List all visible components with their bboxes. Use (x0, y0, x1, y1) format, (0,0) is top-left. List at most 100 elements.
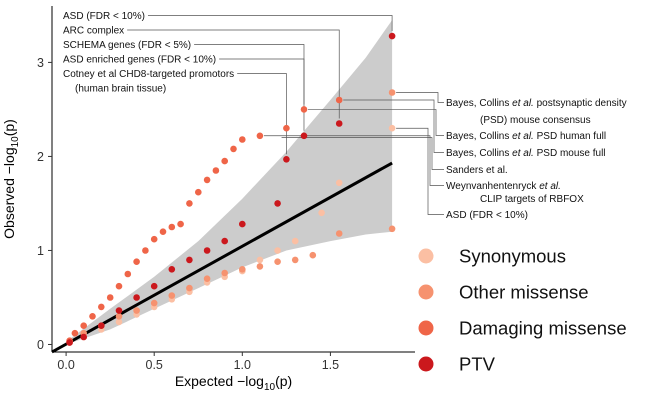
data-point (159, 228, 167, 235)
annotation-leader (307, 109, 444, 136)
data-point (291, 256, 299, 264)
data-point (195, 188, 202, 196)
data-point (106, 294, 114, 301)
data-point (212, 167, 220, 174)
annotation-label-left: ASD enriched genes (FDR < 10%) (63, 55, 216, 66)
data-point (256, 263, 264, 270)
data-point (291, 237, 299, 245)
x-tick-label: 0.0 (57, 358, 74, 372)
data-point (115, 318, 123, 326)
data-points (66, 32, 396, 346)
expected-reference-line (51, 161, 393, 354)
data-point (150, 235, 158, 243)
data-point (239, 136, 246, 143)
data-point (221, 269, 228, 277)
legend-label: PTV (459, 354, 496, 375)
data-point (177, 220, 184, 228)
data-point (203, 176, 211, 184)
x-tick-label: 1.5 (322, 358, 339, 372)
legend-marker (418, 320, 434, 336)
data-point (274, 200, 281, 207)
annotation-label-left: SCHEMA genes (FDR < 5%) (63, 40, 191, 51)
data-point (186, 200, 193, 207)
legend-marker (418, 356, 434, 372)
annotation-label-right: Weynvanhentenryck et al. (446, 181, 561, 192)
data-point (239, 266, 246, 273)
data-point (168, 292, 176, 299)
data-point (98, 322, 105, 330)
data-point (256, 132, 264, 140)
x-axis-title: Expected −log10(p) (175, 373, 292, 393)
data-point (221, 157, 228, 165)
annotation-label-right: Bayes, Collins et al. postsynaptic densi… (446, 98, 627, 109)
annotation-leader (263, 135, 444, 186)
data-point (388, 32, 396, 40)
data-point (150, 299, 158, 307)
data-point (115, 307, 123, 314)
data-point (239, 220, 246, 228)
annotation-leader (237, 73, 287, 155)
x-tick-label: 1.0 (234, 358, 251, 372)
data-point (274, 247, 281, 254)
data-point (388, 124, 396, 132)
legend-label: Damaging missense (459, 318, 627, 339)
data-point (133, 294, 140, 301)
data-point (274, 258, 281, 266)
annotation-leader (343, 99, 444, 153)
y-tick-label: 2 (37, 150, 44, 164)
annotation-leader (396, 92, 444, 103)
data-point (300, 132, 308, 140)
data-point (300, 106, 308, 113)
y-tick-label: 1 (37, 244, 44, 258)
reference-line-layer (51, 161, 393, 354)
annotation-label-right-cont: CLIP targets of RBFOX (480, 194, 584, 205)
data-point (388, 225, 396, 233)
data-point (124, 270, 132, 278)
annotation-label-right: Bayes, Collins et al. PSD mouse full (446, 148, 606, 159)
data-point (115, 282, 123, 290)
series-ptv (66, 32, 396, 346)
data-point (335, 120, 343, 127)
legend-marker (418, 284, 434, 300)
annotation-label-right: Bayes, Collins et al. PSD human full (446, 131, 606, 142)
data-point (80, 322, 87, 330)
data-point (66, 339, 73, 346)
data-point (221, 237, 228, 245)
x-tick-label: 0.5 (146, 358, 163, 372)
data-point (71, 329, 79, 337)
series-damaging-missense (66, 96, 343, 345)
annotation-label-right-cont: (PSD) mouse consensus (480, 115, 591, 126)
data-point (133, 258, 140, 266)
data-point (133, 307, 140, 314)
data-point (335, 96, 343, 104)
y-tick-label: 0 (37, 338, 44, 352)
data-point (142, 247, 149, 254)
legend: Synonymous Other missense Damaging missens… (418, 246, 627, 375)
data-point (186, 284, 193, 292)
legend-marker (418, 248, 434, 264)
annotation-leader (147, 15, 393, 32)
data-point (388, 89, 396, 96)
axes: 0.0 0.5 1.0 1.5 0 1 2 3 Expected −log10(p) Observ… (1, 6, 415, 393)
data-point (283, 124, 290, 132)
data-point (256, 256, 264, 264)
annotation-labels: ASD (FDR < 10%) ARC complex SCHEMA genes (… (63, 11, 627, 221)
annotation-leader (127, 29, 340, 119)
annotation-label-left: ASD (FDR < 10%) (63, 11, 145, 22)
annotation-leader (281, 137, 444, 170)
annotation-label-right: Sanders et al. (446, 165, 508, 176)
confidence-band (66, 20, 393, 345)
y-tick-label: 3 (37, 56, 44, 70)
confidence-band-layer (66, 20, 393, 345)
data-point (186, 256, 193, 264)
annotation-label-left: Cotney et al CHD8-targeted promotors (63, 69, 234, 80)
data-point (318, 209, 325, 217)
data-point (335, 230, 343, 237)
data-point (168, 223, 176, 231)
annotation-label-left-cont: (human brain tissue) (75, 84, 166, 95)
data-point (335, 179, 343, 187)
data-point (168, 266, 176, 273)
data-point (203, 275, 211, 283)
legend-label: Synonymous (459, 246, 566, 267)
